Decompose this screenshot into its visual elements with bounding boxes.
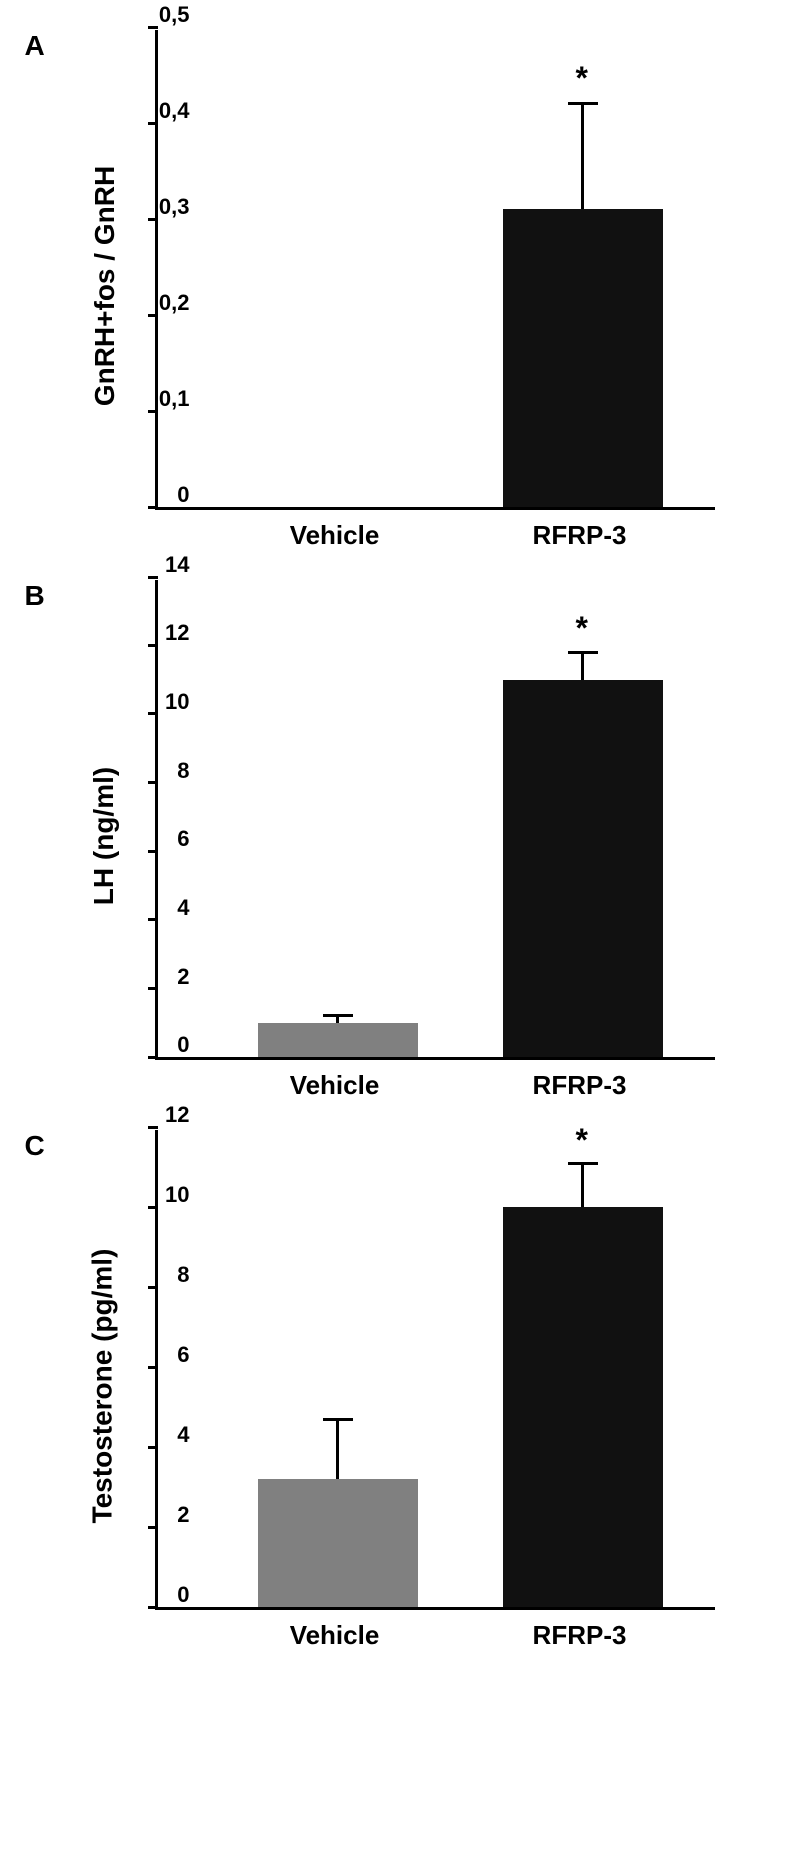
ytick-a xyxy=(148,218,158,221)
x-label-rfrp3-a: RFRP-3 xyxy=(500,520,660,551)
error-bar-rfrp3-b xyxy=(581,653,584,680)
ytick-label-c: 10 xyxy=(165,1182,189,1208)
ytick-a xyxy=(148,314,158,317)
bar-rfrp3-c xyxy=(503,1207,663,1607)
panel-label-c: C xyxy=(25,1130,45,1162)
ytick-c xyxy=(148,1446,158,1449)
ytick-c xyxy=(148,1286,158,1289)
error-cap-vehicle-c xyxy=(323,1418,353,1421)
sig-mark-a: * xyxy=(576,60,588,97)
panel-a: A GnRH+fos / GnRH * 0 xyxy=(25,30,765,510)
x-label-rfrp3-c: RFRP-3 xyxy=(500,1620,660,1651)
bar-rfrp3-a xyxy=(503,209,663,507)
plot-area-b: * xyxy=(155,580,715,1060)
panel-b: B LH (ng/ml) xyxy=(25,580,765,1060)
x-label-vehicle-a: Vehicle xyxy=(255,520,415,551)
ytick-c xyxy=(148,1526,158,1529)
error-bar-a xyxy=(581,104,584,210)
ytick-b xyxy=(148,987,158,990)
ytick-b xyxy=(148,576,158,579)
ytick-label-c: 2 xyxy=(177,1502,189,1528)
ytick-a xyxy=(148,506,158,509)
chart-c: Testosterone (pg/ml) * xyxy=(155,1130,765,1610)
ytick-label-b: 0 xyxy=(177,1032,189,1058)
ytick-label-a: 0,3 xyxy=(159,194,190,220)
x-label-vehicle-b: Vehicle xyxy=(255,1070,415,1101)
ytick-label-c: 6 xyxy=(177,1342,189,1368)
ytick-label-c: 4 xyxy=(177,1422,189,1448)
ytick-label-b: 8 xyxy=(177,758,189,784)
ytick-b xyxy=(148,644,158,647)
ytick-label-b: 14 xyxy=(165,552,189,578)
error-cap-vehicle-b xyxy=(323,1014,353,1017)
x-label-vehicle-c: Vehicle xyxy=(255,1620,415,1651)
ytick-label-a: 0,5 xyxy=(159,2,190,28)
ytick-b xyxy=(148,781,158,784)
error-bar-rfrp3-c xyxy=(581,1163,584,1207)
ytick-c xyxy=(148,1606,158,1609)
bar-vehicle-b xyxy=(258,1023,418,1057)
ytick-b xyxy=(148,1056,158,1059)
plot-area-a: * xyxy=(155,30,715,510)
figure: A GnRH+fos / GnRH * 0 xyxy=(25,30,765,1610)
ytick-label-c: 8 xyxy=(177,1262,189,1288)
error-bar-vehicle-c xyxy=(336,1419,339,1479)
ytick-label-b: 6 xyxy=(177,826,189,852)
ytick-c xyxy=(148,1366,158,1369)
ytick-label-c: 12 xyxy=(165,1102,189,1128)
ytick-c xyxy=(148,1126,158,1129)
ytick-label-b: 2 xyxy=(177,964,189,990)
plot-area-c: * xyxy=(155,1130,715,1610)
ytick-a xyxy=(148,122,158,125)
ytick-c xyxy=(148,1206,158,1209)
ytick-label-a: 0,2 xyxy=(159,290,190,316)
ytick-label-b: 4 xyxy=(177,895,189,921)
ytick-label-a: 0,4 xyxy=(159,98,190,124)
ytick-label-a: 0,1 xyxy=(159,386,190,412)
bar-vehicle-c xyxy=(258,1479,418,1607)
ytick-label-a: 0 xyxy=(177,482,189,508)
error-cap-a xyxy=(568,102,598,105)
chart-b: LH (ng/ml) * xyxy=(155,580,765,1060)
y-axis-label-a: GnRH+fos / GnRH xyxy=(89,166,121,406)
sig-mark-c: * xyxy=(576,1122,588,1159)
x-label-rfrp3-b: RFRP-3 xyxy=(500,1070,660,1101)
ytick-b xyxy=(148,712,158,715)
ytick-label-b: 12 xyxy=(165,620,189,646)
ytick-label-b: 10 xyxy=(165,689,189,715)
ytick-b xyxy=(148,918,158,921)
y-axis-label-c: Testosterone (pg/ml) xyxy=(86,1249,118,1524)
sig-mark-b: * xyxy=(576,610,588,647)
ytick-a xyxy=(148,410,158,413)
bar-rfrp3-b xyxy=(503,680,663,1057)
panel-label-b: B xyxy=(25,580,45,612)
panel-c: C Testosterone (pg/ml) xyxy=(25,1130,765,1610)
error-cap-rfrp3-b xyxy=(568,651,598,654)
chart-a: GnRH+fos / GnRH * 0 0,1 0,2 xyxy=(155,30,765,510)
error-cap-rfrp3-c xyxy=(568,1162,598,1165)
ytick-label-c: 0 xyxy=(177,1582,189,1608)
y-axis-label-b: LH (ng/ml) xyxy=(88,767,120,905)
ytick-b xyxy=(148,850,158,853)
ytick-a xyxy=(148,26,158,29)
panel-label-a: A xyxy=(25,30,45,62)
